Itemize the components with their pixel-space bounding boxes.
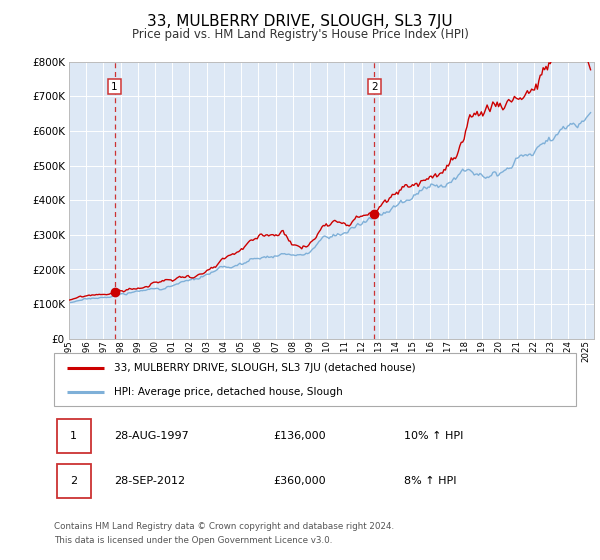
Text: £360,000: £360,000: [273, 476, 326, 486]
Text: 28-AUG-1997: 28-AUG-1997: [114, 431, 189, 441]
Text: 33, MULBERRY DRIVE, SLOUGH, SL3 7JU: 33, MULBERRY DRIVE, SLOUGH, SL3 7JU: [147, 14, 453, 29]
Text: 1: 1: [111, 82, 118, 91]
Text: 2: 2: [70, 476, 77, 486]
Text: 10% ↑ HPI: 10% ↑ HPI: [404, 431, 463, 441]
Text: 2: 2: [371, 82, 378, 91]
FancyBboxPatch shape: [54, 353, 576, 406]
Text: Price paid vs. HM Land Registry's House Price Index (HPI): Price paid vs. HM Land Registry's House …: [131, 28, 469, 41]
Text: 28-SEP-2012: 28-SEP-2012: [114, 476, 185, 486]
Text: HPI: Average price, detached house, Slough: HPI: Average price, detached house, Slou…: [114, 386, 343, 396]
Text: £136,000: £136,000: [273, 431, 326, 441]
Text: 8% ↑ HPI: 8% ↑ HPI: [404, 476, 456, 486]
FancyBboxPatch shape: [56, 419, 91, 453]
Text: 33, MULBERRY DRIVE, SLOUGH, SL3 7JU (detached house): 33, MULBERRY DRIVE, SLOUGH, SL3 7JU (det…: [114, 363, 416, 373]
Text: Contains HM Land Registry data © Crown copyright and database right 2024.: Contains HM Land Registry data © Crown c…: [54, 522, 394, 531]
Text: This data is licensed under the Open Government Licence v3.0.: This data is licensed under the Open Gov…: [54, 536, 332, 545]
FancyBboxPatch shape: [56, 464, 91, 498]
Text: 1: 1: [70, 431, 77, 441]
